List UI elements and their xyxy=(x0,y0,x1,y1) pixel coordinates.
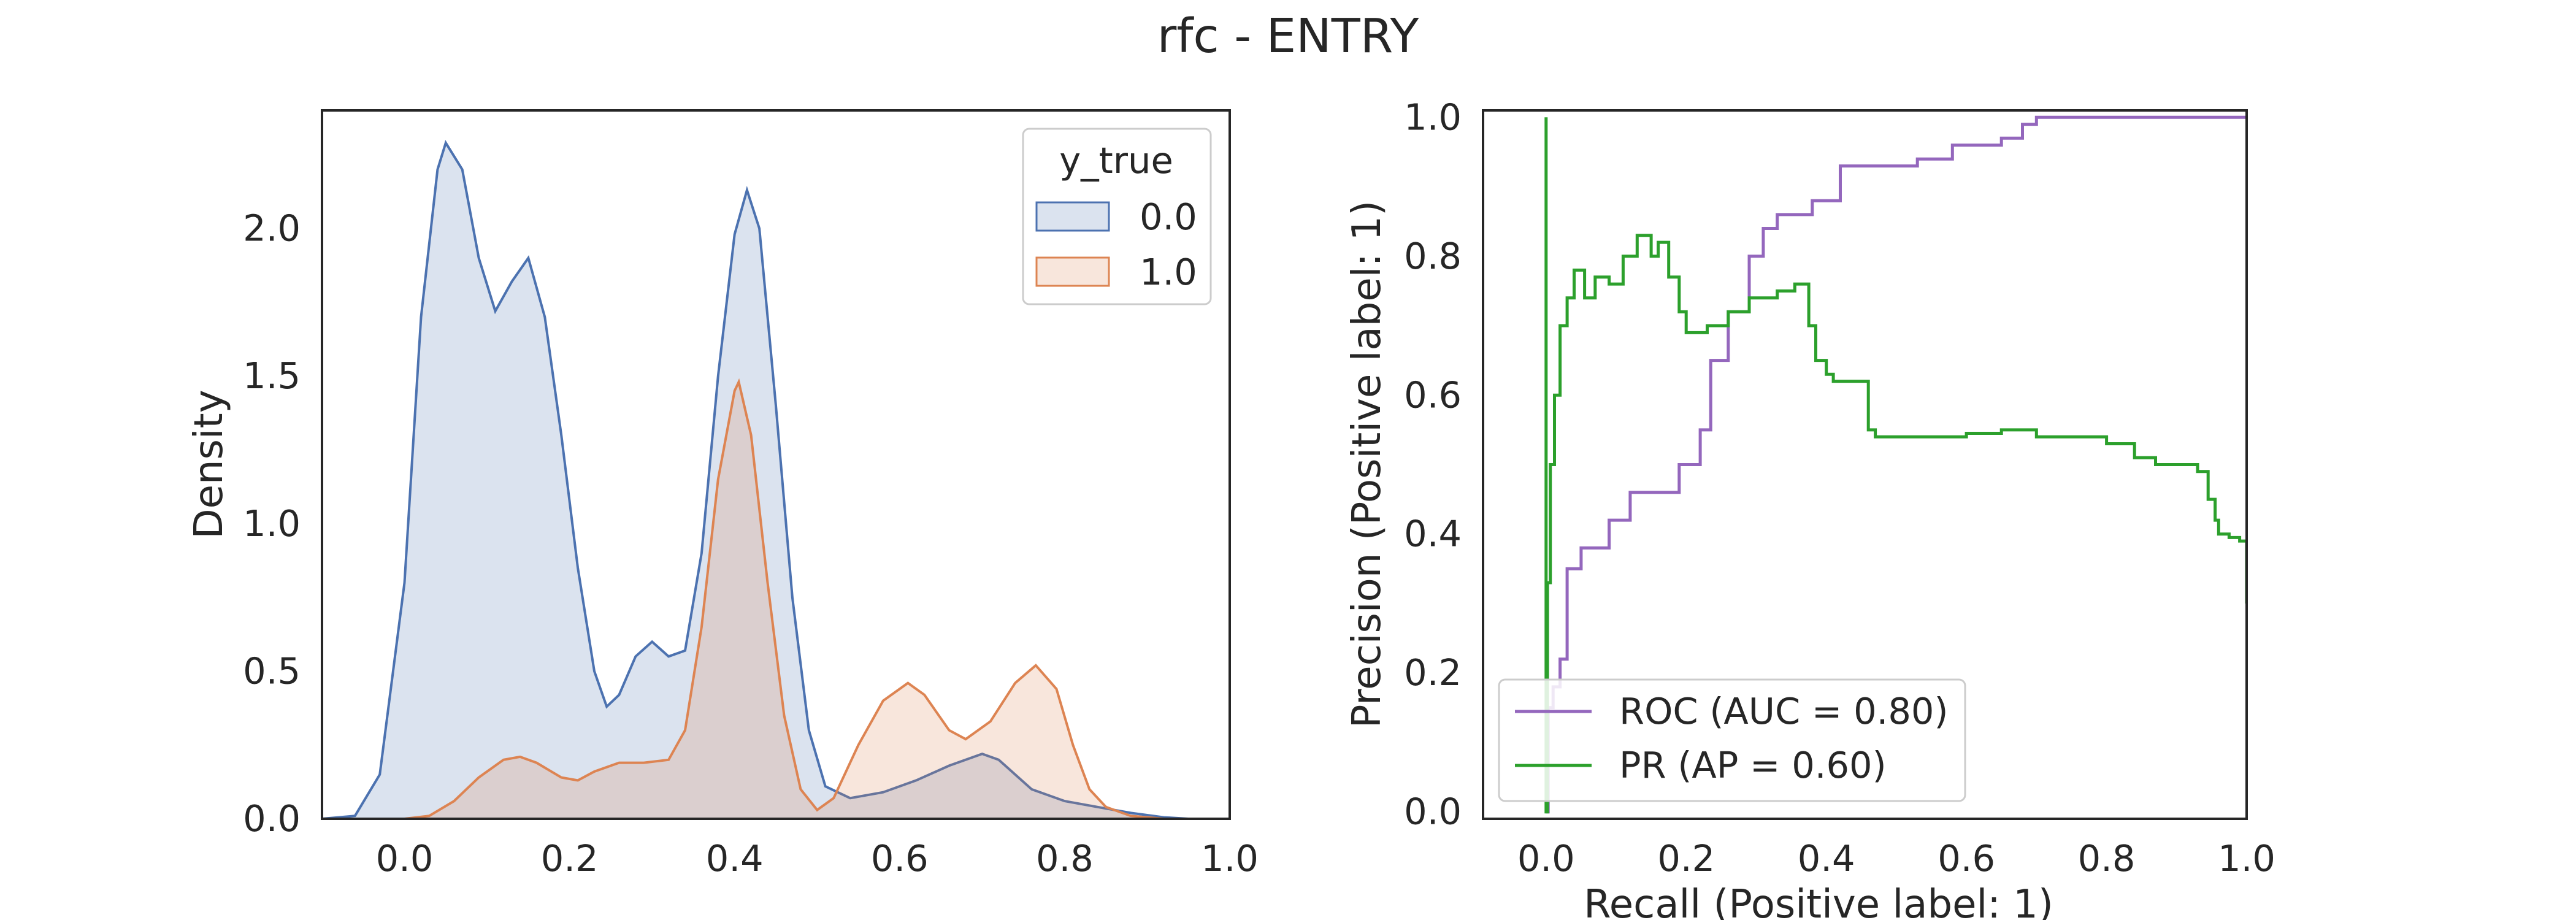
density-y-tick-label: 0.5 xyxy=(243,650,301,692)
density-y-tick-label: 0.0 xyxy=(243,797,301,840)
density-x-tick-label: 1.0 xyxy=(1201,837,1259,880)
curves-plot: 0.0 0.2 0.4 0.6 0.8 1.0 0.0 0.2 0.4 0.6 0.8 1.0 Re… xyxy=(1344,96,2275,920)
curves-x-tick-label: 0.8 xyxy=(2078,837,2136,880)
density-x-tick-label: 0.6 xyxy=(871,837,929,880)
curves-x-axis-label: Recall (Positive label: 1) xyxy=(1584,882,2053,920)
density-legend-swatch-0 xyxy=(1035,201,1110,232)
density-x-tick-label: 0.8 xyxy=(1036,837,1094,880)
density-y-tick-label: 2.0 xyxy=(243,207,301,250)
density-x-tick-label: 0.4 xyxy=(706,837,764,880)
curves-plot-frame xyxy=(1482,109,2248,820)
density-area-1.0 xyxy=(322,381,1164,819)
curves-legend-label-0: ROC (AUC = 0.80) xyxy=(1619,690,1948,732)
density-x-tick-label: 0.0 xyxy=(376,837,434,880)
density-legend: y_true 0.0 1.0 xyxy=(1022,128,1212,305)
density-legend-title: y_true xyxy=(1059,139,1173,182)
density-legend-label-1: 1.0 xyxy=(1140,251,1197,293)
density-y-tick-label: 1.0 xyxy=(243,502,301,545)
density-legend-box xyxy=(1022,128,1212,305)
curve-line-pr xyxy=(1544,117,2247,814)
curves-x-tick-label: 0.6 xyxy=(1938,837,1995,880)
density-y-axis-label: Density xyxy=(186,389,232,539)
curves-y-tick-label: 0.6 xyxy=(1404,374,1462,416)
curves-x-tick-label: 1.0 xyxy=(2218,837,2275,880)
curves-y-tick-label: 0.0 xyxy=(1404,791,1462,833)
curves-x-tick-label: 0.2 xyxy=(1657,837,1715,880)
density-legend-swatch-1 xyxy=(1035,256,1110,287)
density-legend-label-0: 0.0 xyxy=(1140,196,1197,238)
density-y-tick-label: 1.5 xyxy=(243,355,301,397)
curves-y-tick-label: 0.8 xyxy=(1404,235,1462,277)
density-plot: 0.0 0.2 0.4 0.6 0.8 1.0 0.0 0.5 1.0 1.5 2.0 Densi… xyxy=(186,109,1259,880)
curves-y-tick-label: 1.0 xyxy=(1404,96,1462,138)
curves-legend: ROC (AUC = 0.80) PR (AP = 0.60) xyxy=(1498,678,1966,802)
curves-y-axis-label: Precision (Positive label: 1) xyxy=(1344,201,1390,728)
curves-legend-label-1: PR (AP = 0.60) xyxy=(1619,744,1887,786)
curves-y-tick-label: 0.4 xyxy=(1404,513,1462,555)
curves-legend-box xyxy=(1498,678,1966,802)
figure-title: rfc - ENTRY xyxy=(1157,9,1420,64)
density-line-0.0 xyxy=(322,140,1189,819)
curve-line-roc xyxy=(1546,115,2247,814)
density-x-tick-label: 0.2 xyxy=(541,837,599,880)
density-plot-frame xyxy=(321,109,1231,820)
curves-x-tick-label: 0.4 xyxy=(1798,837,1855,880)
density-line-1.0 xyxy=(322,378,1164,819)
curves-x-tick-label: 0.0 xyxy=(1517,837,1575,880)
curves-y-tick-label: 0.2 xyxy=(1404,651,1462,694)
